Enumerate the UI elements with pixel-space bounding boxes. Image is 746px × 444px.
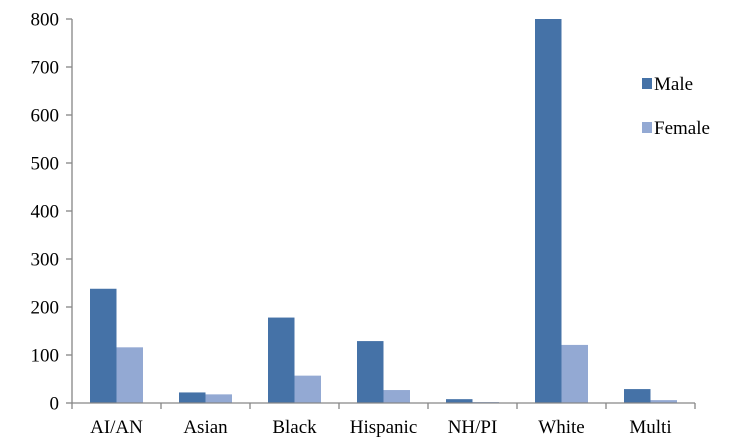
x-tick-label: NH/PI xyxy=(448,417,498,438)
legend-label-male: Male xyxy=(654,74,693,95)
bar-male-asian xyxy=(179,392,206,403)
y-tick-label: 400 xyxy=(31,202,60,223)
bar-female-white xyxy=(561,344,588,403)
bar-male-nh-pi xyxy=(446,399,473,403)
legend-swatch-male xyxy=(642,78,652,89)
bar-male-ai-an xyxy=(90,288,117,403)
bar-male-white xyxy=(535,19,562,403)
y-tick-label: 300 xyxy=(31,250,60,271)
bar-female-black xyxy=(294,375,321,403)
x-tick-label: Asian xyxy=(183,417,228,438)
x-tick-label: Multi xyxy=(629,417,671,438)
bar-female-ai-an xyxy=(116,347,143,403)
legend-label-female: Female xyxy=(654,118,710,139)
x-tick-label: Black xyxy=(272,417,317,438)
x-tick-label: Hispanic xyxy=(350,417,418,438)
bar-male-hispanic xyxy=(357,341,384,403)
axes-group: 0 100 200 300 400 500 600 700 800 AI/AN Asian Black… xyxy=(31,10,696,438)
bar-male-black xyxy=(268,317,295,403)
y-tick-label: 700 xyxy=(31,58,60,79)
bars-group xyxy=(90,19,677,403)
x-tick-label: White xyxy=(538,417,584,438)
y-tick-label: 0 xyxy=(50,394,60,415)
y-tick-label: 600 xyxy=(31,106,60,127)
bar-male-multi xyxy=(624,389,651,403)
x-tick-label: AI/AN xyxy=(90,417,143,438)
y-tick-label: 800 xyxy=(31,10,60,31)
y-tick-label: 500 xyxy=(31,154,60,175)
bar-female-hispanic xyxy=(383,390,410,403)
legend-swatch-female xyxy=(642,122,652,133)
y-tick-label: 200 xyxy=(31,298,60,319)
bar-female-asian xyxy=(205,394,232,403)
bar-female-multi xyxy=(650,400,677,403)
y-tick-label: 100 xyxy=(31,346,60,367)
legend: Male Female xyxy=(642,74,710,139)
